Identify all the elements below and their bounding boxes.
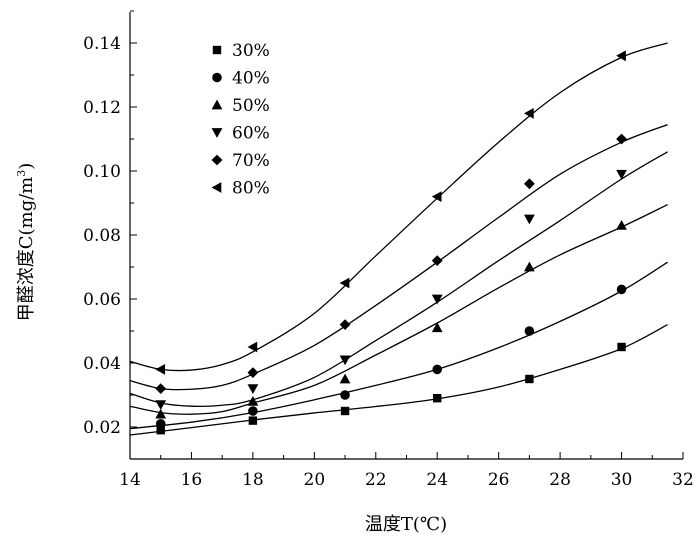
legend-label-40pct: 40% [232,69,270,89]
data-point-40pct [340,390,350,400]
legend-label-50pct: 50% [232,96,270,116]
data-point-30pct [156,426,165,435]
y-tick-label: 0.08 [83,226,121,246]
y-axis-title-close: ) [16,163,37,170]
data-point-70pct [247,367,259,378]
data-point-80pct [616,50,626,62]
series-line-70pct [129,123,668,391]
legend-symbol-40pct [212,72,222,83]
data-point-70pct [523,178,535,190]
data-point-60pct [155,400,167,410]
series-line-40pct [129,261,668,430]
y-tick-label: 0.14 [83,34,121,54]
series-line-50pct [129,204,668,415]
axes: 14 16 18 20 22 24 26 28 30 32 0.02 0.04 0.06 0.08 0.10… [83,10,694,490]
data-point-60pct [616,169,627,180]
y-axis-title-superscript: 3 [15,170,28,177]
data-point-80pct [523,108,534,119]
x-tick-label: 24 [426,470,448,490]
data-point-50pct [155,408,167,419]
data-point-50pct [431,322,443,333]
data-point-60pct [431,294,443,305]
data-point-50pct [523,261,535,272]
y-tick-label: 0.04 [83,354,121,374]
data-point-40pct [616,284,627,295]
data-point-60pct [523,214,535,225]
data-point-40pct [155,419,166,429]
x-tick-label: 22 [365,470,387,490]
data-point-80pct [339,277,350,289]
x-tick-label: 16 [181,470,203,490]
data-point-30pct [340,406,350,416]
data-point-80pct [247,341,258,353]
x-axis-title: 温度T(℃) [365,514,447,535]
x-tick-label: 32 [672,470,694,490]
y-tick-label: 0.06 [83,290,121,310]
y-axis-title: 甲醛浓度C(mg/m3) [15,163,37,322]
legend-label-60pct: 60% [232,124,270,144]
data-point-70pct [431,255,443,266]
data-point-60pct [247,384,259,394]
legend: 30% 40% 50% 60% 70% 80% [211,41,270,199]
x-tick-label: 30 [611,470,633,490]
x-tick-label: 18 [242,470,264,490]
data-point-30pct [617,342,626,352]
x-tick-label: 28 [549,470,571,490]
data-point-70pct [616,133,627,145]
x-tick-label: 20 [304,470,326,490]
data-point-70pct [339,319,351,330]
data-point-30pct [525,374,534,384]
data-markers [155,50,627,435]
legend-label-80pct: 80% [232,179,270,199]
data-point-40pct [524,326,535,336]
series-line-30pct [129,324,668,436]
legend-symbol-50pct [211,99,223,110]
data-point-80pct [155,364,166,375]
data-point-80pct [431,191,442,202]
legend-symbol-30pct [212,45,222,55]
data-point-50pct [616,220,627,230]
legend-label-30pct: 30% [232,41,270,61]
data-point-30pct [433,394,442,403]
legend-label-70pct: 70% [232,151,270,171]
y-tick-label: 0.10 [83,162,121,182]
legend-symbol-80pct [211,182,222,193]
series-line-60pct [129,151,668,408]
data-point-30pct [248,416,258,425]
y-tick-label: 0.12 [83,98,121,118]
data-point-40pct [248,406,258,416]
series-lines [129,42,668,436]
legend-symbol-70pct [211,154,223,166]
data-point-60pct [339,355,351,366]
x-tick-label: 26 [488,470,510,490]
data-point-40pct [432,364,443,375]
data-point-50pct [247,396,259,406]
legend-symbol-60pct [211,128,223,138]
y-tick-label: 0.02 [83,418,121,438]
series-line-80pct [129,42,668,372]
y-axis-title-main: 甲醛浓度C(mg/m [16,177,37,322]
data-point-70pct [155,383,167,394]
data-point-50pct [339,373,351,384]
x-tick-label: 14 [119,470,141,490]
